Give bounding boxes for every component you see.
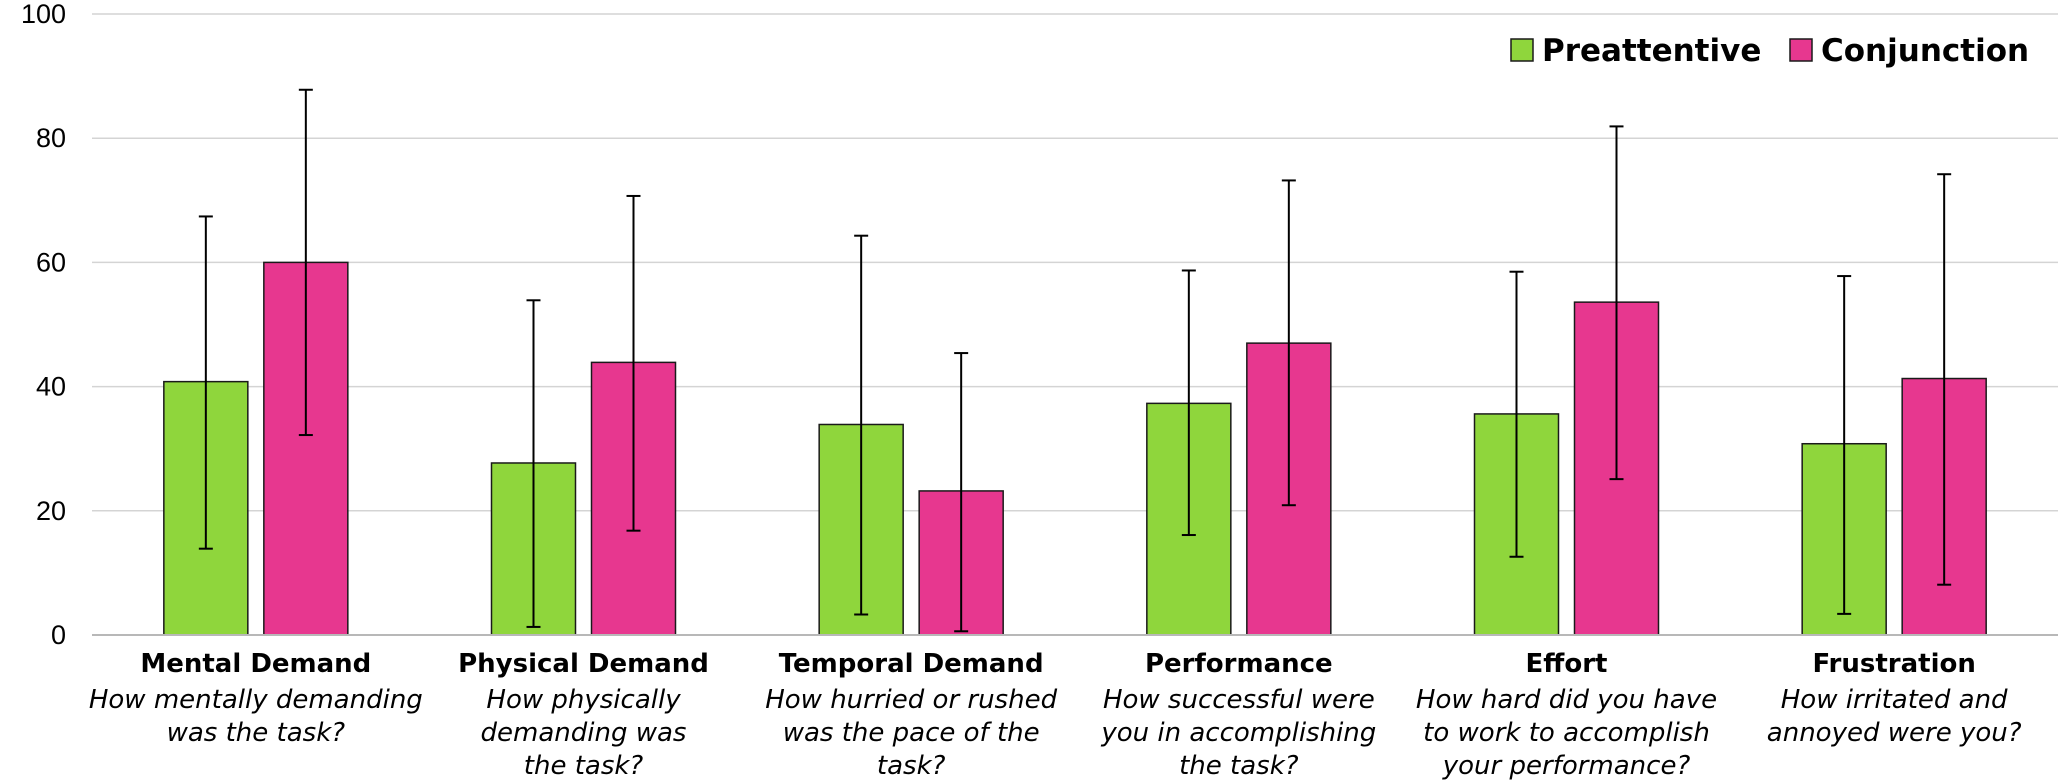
legend: Preattentive Conjunction xyxy=(1510,33,2029,69)
error-bar-preattentive-mental-demand xyxy=(198,215,213,550)
category-title: Mental Demand xyxy=(140,649,371,679)
y-tick-label: 20 xyxy=(36,496,66,526)
error-bar-conjunction-frustration xyxy=(1937,173,1952,586)
category-description-line: was the pace of the xyxy=(783,718,1040,748)
category-label-temporal-demand: Temporal Demand How hurried or rushedwas … xyxy=(765,649,1057,781)
legend-swatch-conjunction xyxy=(1789,38,1813,62)
category-title: Effort xyxy=(1526,649,1608,679)
error-bar-preattentive-temporal-demand xyxy=(854,234,869,616)
legend-label-preattentive: Preattentive xyxy=(1542,33,1761,69)
error-bar-preattentive-physical-demand xyxy=(526,299,541,628)
category-description-line: How hard did you have xyxy=(1416,685,1717,715)
category-description-line: you in accomplishing xyxy=(1100,718,1376,748)
legend-swatch-preattentive xyxy=(1510,38,1534,62)
category-description-line: the task? xyxy=(1179,751,1299,781)
category-description-line: How mentally demanding xyxy=(89,685,423,715)
category-title: Temporal Demand xyxy=(779,649,1044,679)
legend-label-conjunction: Conjunction xyxy=(1821,33,2029,69)
category-description-line: How physically xyxy=(486,685,681,715)
error-bar-conjunction-effort xyxy=(1609,125,1624,481)
grid-lines xyxy=(92,13,2058,512)
category-description-line: How irritated and xyxy=(1781,685,2008,715)
y-tick-label: 60 xyxy=(36,247,66,277)
error-bar-conjunction-temporal-demand xyxy=(954,352,969,633)
category-description-line: annoyed were you? xyxy=(1767,718,2022,748)
category-title: Performance xyxy=(1145,649,1333,679)
bars xyxy=(163,261,1987,636)
category-description-line: the task? xyxy=(524,751,644,781)
category-description-line: task? xyxy=(877,751,946,781)
error-bar-conjunction-physical-demand xyxy=(626,194,641,532)
error-bars xyxy=(198,88,1952,633)
error-bar-preattentive-effort xyxy=(1509,270,1524,558)
y-tick-label: 100 xyxy=(21,0,66,29)
category-description-line: demanding was xyxy=(481,718,687,748)
category-description-line: How successful were xyxy=(1103,685,1375,715)
category-description-line: was the task? xyxy=(167,718,346,748)
error-bar-conjunction-performance xyxy=(1281,179,1296,507)
y-tick-label: 40 xyxy=(36,372,66,402)
error-bar-preattentive-performance xyxy=(1181,269,1196,537)
y-tick-label: 0 xyxy=(51,620,66,650)
y-axis-tick-labels: 0 20 40 60 80 100 xyxy=(21,0,66,650)
category-description-line: your performance? xyxy=(1442,751,1691,781)
category-title: Frustration xyxy=(1812,649,1975,679)
error-bar-conjunction-mental-demand xyxy=(298,88,313,437)
category-description-line: to work to accomplish xyxy=(1423,718,1710,748)
y-tick-label: 80 xyxy=(36,123,66,153)
category-description-line: How hurried or rushed xyxy=(765,685,1057,715)
category-title: Physical Demand xyxy=(458,649,709,679)
error-bar-preattentive-frustration xyxy=(1837,275,1852,615)
